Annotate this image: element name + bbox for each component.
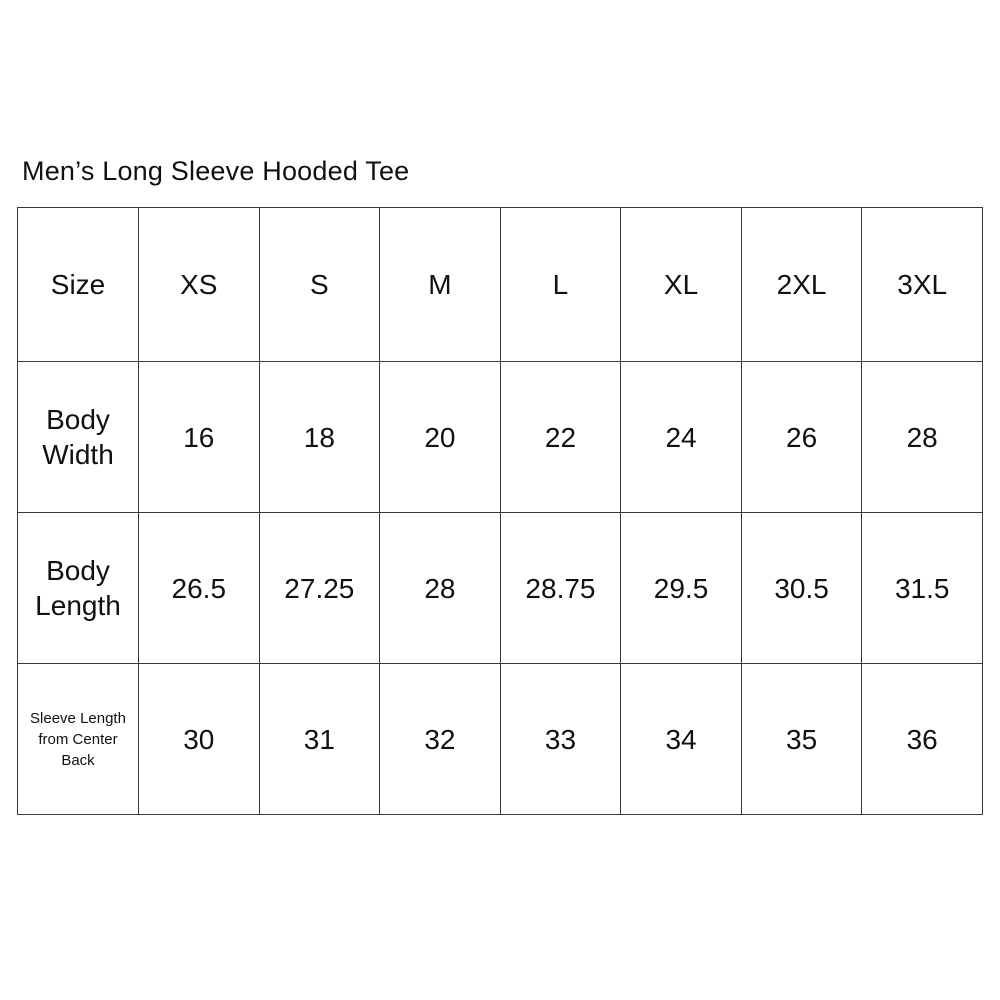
table-cell: 18 xyxy=(258,361,381,513)
table-cell: 35 xyxy=(740,663,863,815)
table-cell: 22 xyxy=(499,361,622,513)
table-cell: 32 xyxy=(379,663,501,815)
table-cell: 27.25 xyxy=(258,512,381,664)
table-cell: 28 xyxy=(379,512,501,664)
column-header-l: L xyxy=(499,207,622,362)
row-label-sleeve-length: Sleeve Length from Center Back xyxy=(17,663,139,815)
table-cell: 20 xyxy=(379,361,501,513)
table-cell: 34 xyxy=(620,663,742,815)
column-header-size: Size xyxy=(17,207,139,362)
column-header-xl: XL xyxy=(620,207,742,362)
table-row-body-width: Body Width 16 18 20 22 24 26 28 xyxy=(17,361,983,513)
column-header-2xl: 2XL xyxy=(740,207,863,362)
column-header-xs: XS xyxy=(138,207,260,362)
page-title: Men’s Long Sleeve Hooded Tee xyxy=(22,156,410,186)
table-row-body-length: Body Length 26.5 27.25 28 28.75 29.5 30.… xyxy=(17,512,983,664)
table-cell: 30.5 xyxy=(740,512,863,664)
table-cell: 31 xyxy=(258,663,381,815)
table-cell: 28.75 xyxy=(499,512,622,664)
column-header-3xl: 3XL xyxy=(861,207,983,362)
table-cell: 16 xyxy=(138,361,260,513)
table-row-sleeve-length: Sleeve Length from Center Back 30 31 32 … xyxy=(17,663,983,815)
column-header-s: S xyxy=(258,207,381,362)
row-label-body-width: Body Width xyxy=(17,361,139,513)
table-cell: 26.5 xyxy=(138,512,260,664)
table-cell: 29.5 xyxy=(620,512,742,664)
table-cell: 24 xyxy=(620,361,742,513)
size-chart-table: Size XS S M L XL 2XL 3XL Body Width 16 1… xyxy=(17,207,983,815)
table-cell: 33 xyxy=(499,663,622,815)
table-cell: 26 xyxy=(740,361,863,513)
table-cell: 28 xyxy=(861,361,983,513)
table-cell: 31.5 xyxy=(861,512,983,664)
table-header-row: Size XS S M L XL 2XL 3XL xyxy=(17,207,983,362)
table-cell: 30 xyxy=(138,663,260,815)
column-header-m: M xyxy=(379,207,501,362)
row-label-body-length: Body Length xyxy=(17,512,139,664)
table-cell: 36 xyxy=(861,663,983,815)
